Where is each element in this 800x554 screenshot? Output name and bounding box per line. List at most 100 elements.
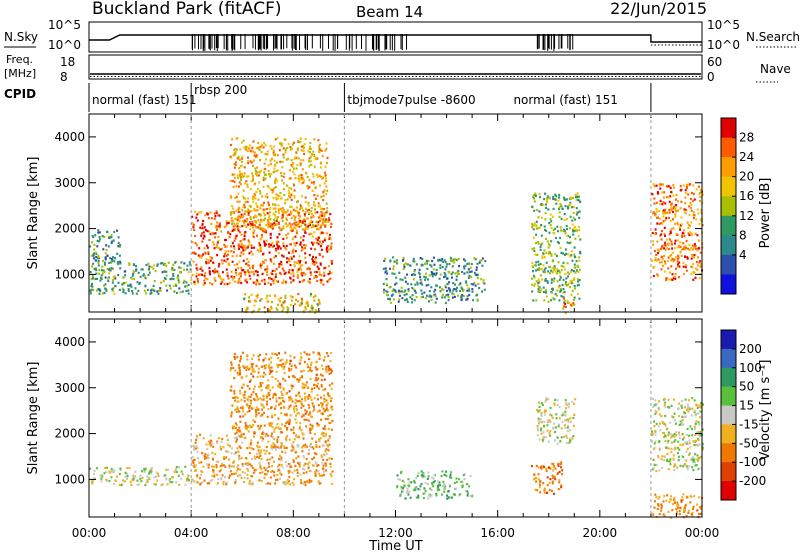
data-cell bbox=[216, 228, 218, 231]
data-cell bbox=[204, 276, 207, 280]
data-cell bbox=[301, 274, 304, 277]
data-cell bbox=[160, 281, 163, 284]
data-cell bbox=[569, 201, 572, 204]
data-cell bbox=[689, 425, 692, 428]
data-cell bbox=[271, 432, 273, 435]
data-cell bbox=[699, 506, 702, 509]
data-cell bbox=[569, 420, 572, 423]
data-cell bbox=[248, 387, 251, 390]
data-cell bbox=[274, 270, 277, 273]
data-cell bbox=[444, 286, 447, 289]
data-cell bbox=[235, 254, 238, 257]
data-cell bbox=[249, 188, 252, 191]
data-cell bbox=[455, 288, 457, 291]
data-cell bbox=[231, 260, 234, 263]
data-cell bbox=[671, 509, 674, 512]
data-cell bbox=[554, 426, 557, 429]
data-cell bbox=[298, 425, 301, 428]
data-cell bbox=[277, 417, 280, 420]
data-cell bbox=[320, 384, 323, 387]
data-cell bbox=[301, 299, 304, 302]
data-cell bbox=[251, 267, 254, 270]
data-cell bbox=[268, 465, 271, 468]
data-cell bbox=[678, 402, 681, 405]
data-cell bbox=[331, 419, 334, 423]
data-cell bbox=[153, 483, 156, 486]
data-cell bbox=[574, 225, 577, 229]
data-cell bbox=[245, 147, 248, 150]
data-cell bbox=[312, 214, 315, 217]
data-cell bbox=[462, 294, 465, 298]
data-cell bbox=[564, 283, 567, 286]
data-cell bbox=[215, 246, 218, 249]
data-cell bbox=[147, 262, 150, 265]
data-cell bbox=[288, 438, 291, 441]
data-cell bbox=[290, 212, 293, 215]
data-cell bbox=[467, 276, 470, 279]
data-cell bbox=[119, 260, 122, 263]
data-cell bbox=[294, 398, 297, 401]
data-cell bbox=[539, 263, 542, 266]
data-cell bbox=[257, 446, 260, 449]
data-cell bbox=[243, 238, 246, 241]
data-cell bbox=[690, 495, 693, 499]
data-cell bbox=[215, 460, 218, 464]
data-cell bbox=[226, 274, 229, 277]
data-cell bbox=[412, 278, 415, 281]
data-cell bbox=[221, 463, 224, 466]
data-cell bbox=[239, 435, 242, 438]
data-cell bbox=[246, 246, 249, 249]
data-cell bbox=[688, 408, 691, 411]
data-cell bbox=[234, 224, 237, 227]
data-cell bbox=[425, 276, 427, 279]
data-cell bbox=[301, 264, 304, 267]
data-cell bbox=[655, 207, 658, 211]
data-cell bbox=[239, 240, 242, 243]
data-cell bbox=[313, 194, 316, 197]
data-cell bbox=[441, 288, 443, 291]
data-cell bbox=[259, 158, 261, 162]
data-cell bbox=[222, 480, 225, 484]
data-cell bbox=[550, 269, 553, 272]
data-cell bbox=[292, 483, 295, 486]
data-cell bbox=[105, 244, 108, 247]
data-cell bbox=[218, 214, 221, 217]
data-cell bbox=[237, 245, 240, 248]
data-cell bbox=[94, 259, 97, 262]
data-cell bbox=[244, 422, 247, 425]
data-cell bbox=[130, 483, 133, 486]
data-cell bbox=[275, 280, 278, 283]
data-cell bbox=[451, 271, 454, 274]
data-cell bbox=[681, 234, 683, 237]
data-cell bbox=[316, 239, 319, 242]
data-cell bbox=[271, 456, 274, 459]
data-cell bbox=[662, 209, 665, 212]
data-cell bbox=[283, 211, 286, 214]
data-cell bbox=[247, 271, 250, 274]
data-cell bbox=[236, 174, 239, 177]
data-cell bbox=[700, 406, 702, 409]
data-cell bbox=[561, 413, 564, 417]
data-cell bbox=[250, 270, 253, 274]
data-cell bbox=[549, 406, 552, 409]
data-cell bbox=[274, 216, 277, 219]
data-cell bbox=[231, 204, 234, 208]
data-cell bbox=[461, 287, 464, 290]
data-cell bbox=[694, 464, 697, 467]
data-cell bbox=[265, 207, 268, 210]
data-cell bbox=[230, 389, 233, 392]
data-cell bbox=[560, 289, 562, 292]
data-cell bbox=[319, 184, 321, 187]
data-cell bbox=[320, 248, 323, 251]
data-cell bbox=[272, 149, 275, 152]
data-cell bbox=[573, 278, 575, 281]
data-cell bbox=[250, 442, 253, 445]
data-cell bbox=[680, 216, 683, 219]
data-cell bbox=[696, 264, 699, 267]
data-cell bbox=[269, 276, 272, 280]
data-cell bbox=[533, 222, 536, 225]
data-cell bbox=[690, 191, 693, 195]
data-cell bbox=[281, 267, 284, 270]
data-cell bbox=[541, 255, 544, 258]
data-cell bbox=[257, 371, 260, 374]
